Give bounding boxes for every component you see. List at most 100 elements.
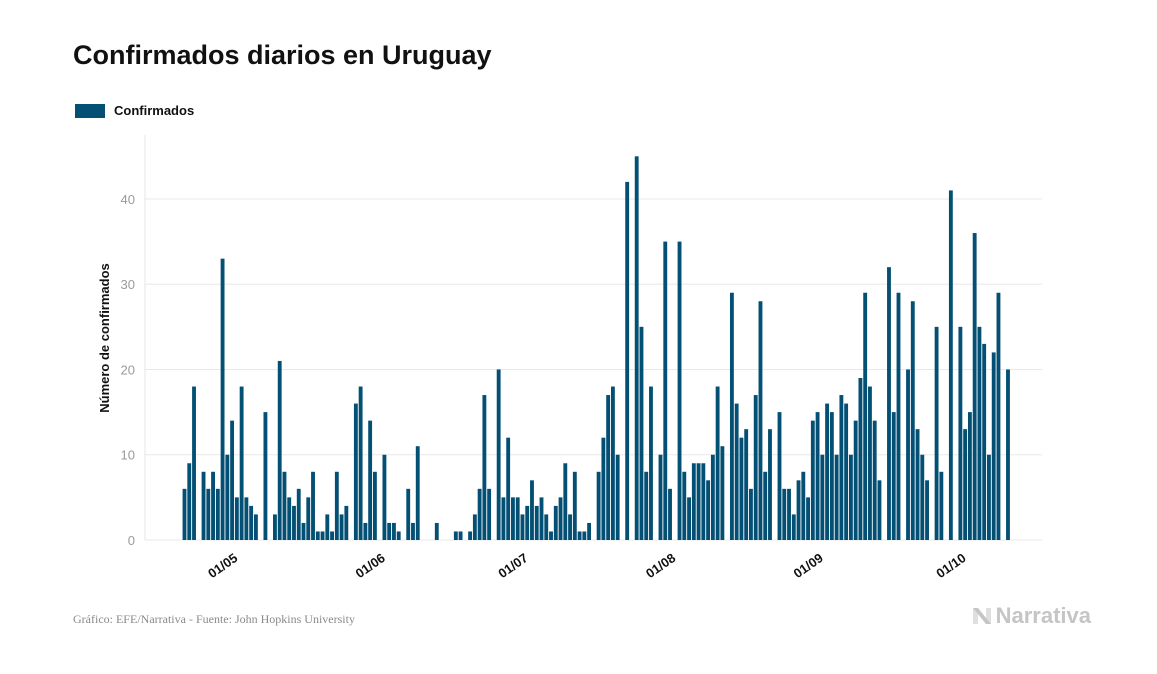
bar xyxy=(910,301,915,540)
bar xyxy=(601,437,606,540)
bar xyxy=(749,488,753,540)
bar xyxy=(649,386,653,540)
bar xyxy=(739,437,744,540)
bar xyxy=(906,369,910,540)
bar xyxy=(353,403,358,540)
bar xyxy=(696,463,701,540)
bar xyxy=(282,471,287,540)
bar xyxy=(744,429,749,540)
bar xyxy=(896,292,901,540)
bar xyxy=(858,378,863,540)
bar xyxy=(182,488,187,540)
bar xyxy=(477,488,482,540)
bar xyxy=(530,480,534,540)
bar xyxy=(768,429,772,540)
bar xyxy=(706,480,711,540)
bar xyxy=(292,505,296,540)
y-tick-label: 30 xyxy=(121,277,135,292)
bar xyxy=(639,326,644,540)
bar xyxy=(829,412,834,540)
bar xyxy=(715,386,720,540)
x-axis-ticks: 01/05 01/06 01/07 01/08 01/09 01/10 xyxy=(205,550,969,581)
bar xyxy=(763,471,768,540)
bar xyxy=(453,531,458,540)
bar xyxy=(991,352,996,540)
bar xyxy=(815,412,820,540)
bar xyxy=(848,454,853,540)
bar xyxy=(582,531,587,540)
bar xyxy=(1006,369,1010,540)
bar xyxy=(187,463,192,540)
bar xyxy=(825,403,830,540)
bar xyxy=(315,531,320,540)
bar xyxy=(296,488,301,540)
bar xyxy=(472,514,477,540)
bar xyxy=(525,505,530,540)
bar xyxy=(220,258,225,540)
bar xyxy=(682,471,687,540)
bar xyxy=(810,420,815,540)
x-tick-label: 01/06 xyxy=(353,550,388,581)
bar xyxy=(568,514,572,540)
bar xyxy=(948,190,953,541)
bar xyxy=(663,241,668,540)
bar xyxy=(977,326,982,540)
bar xyxy=(839,395,844,540)
bar xyxy=(192,386,196,540)
bar xyxy=(777,412,782,540)
bar xyxy=(677,241,682,540)
bar xyxy=(553,505,558,540)
bar xyxy=(758,301,763,540)
chart-title: Confirmados diarios en Uruguay xyxy=(73,40,492,70)
bar xyxy=(392,522,396,540)
bar xyxy=(520,514,525,540)
chart-legend: Confirmados xyxy=(75,103,194,118)
x-tick-label: 01/08 xyxy=(643,550,678,581)
y-tick-label: 0 xyxy=(128,533,135,548)
bar xyxy=(934,326,939,540)
bar xyxy=(734,403,739,540)
bar xyxy=(230,420,235,540)
bar xyxy=(958,326,963,540)
bar xyxy=(330,531,334,540)
bar xyxy=(925,480,929,540)
bar xyxy=(801,471,806,540)
bar xyxy=(287,497,292,540)
bar xyxy=(877,480,882,540)
bar xyxy=(306,497,311,540)
bar xyxy=(753,395,758,540)
bar xyxy=(720,446,725,540)
bar xyxy=(277,360,282,540)
bar xyxy=(515,497,520,540)
y-tick-label: 20 xyxy=(121,362,135,377)
bar xyxy=(796,480,801,540)
bar xyxy=(225,454,230,540)
bar xyxy=(434,522,439,540)
bar xyxy=(572,471,577,540)
bar xyxy=(334,471,339,540)
bar xyxy=(320,531,325,540)
bar xyxy=(887,267,891,540)
bar xyxy=(963,429,968,540)
bar xyxy=(610,386,615,540)
bar xyxy=(806,497,810,540)
legend-label-confirmados: Confirmados xyxy=(114,103,195,118)
bar xyxy=(415,446,420,540)
bar xyxy=(891,412,896,540)
bar xyxy=(234,497,239,540)
bar xyxy=(987,454,991,540)
bar xyxy=(915,429,920,540)
bar xyxy=(872,420,877,540)
bar xyxy=(787,488,791,540)
bar xyxy=(791,514,796,540)
bar xyxy=(563,463,568,540)
bar xyxy=(920,454,925,540)
bar xyxy=(468,531,473,540)
bar xyxy=(406,488,411,540)
bar xyxy=(634,156,639,540)
bar xyxy=(967,412,972,540)
bar xyxy=(382,454,387,540)
bar xyxy=(729,292,734,540)
bar xyxy=(273,514,277,540)
